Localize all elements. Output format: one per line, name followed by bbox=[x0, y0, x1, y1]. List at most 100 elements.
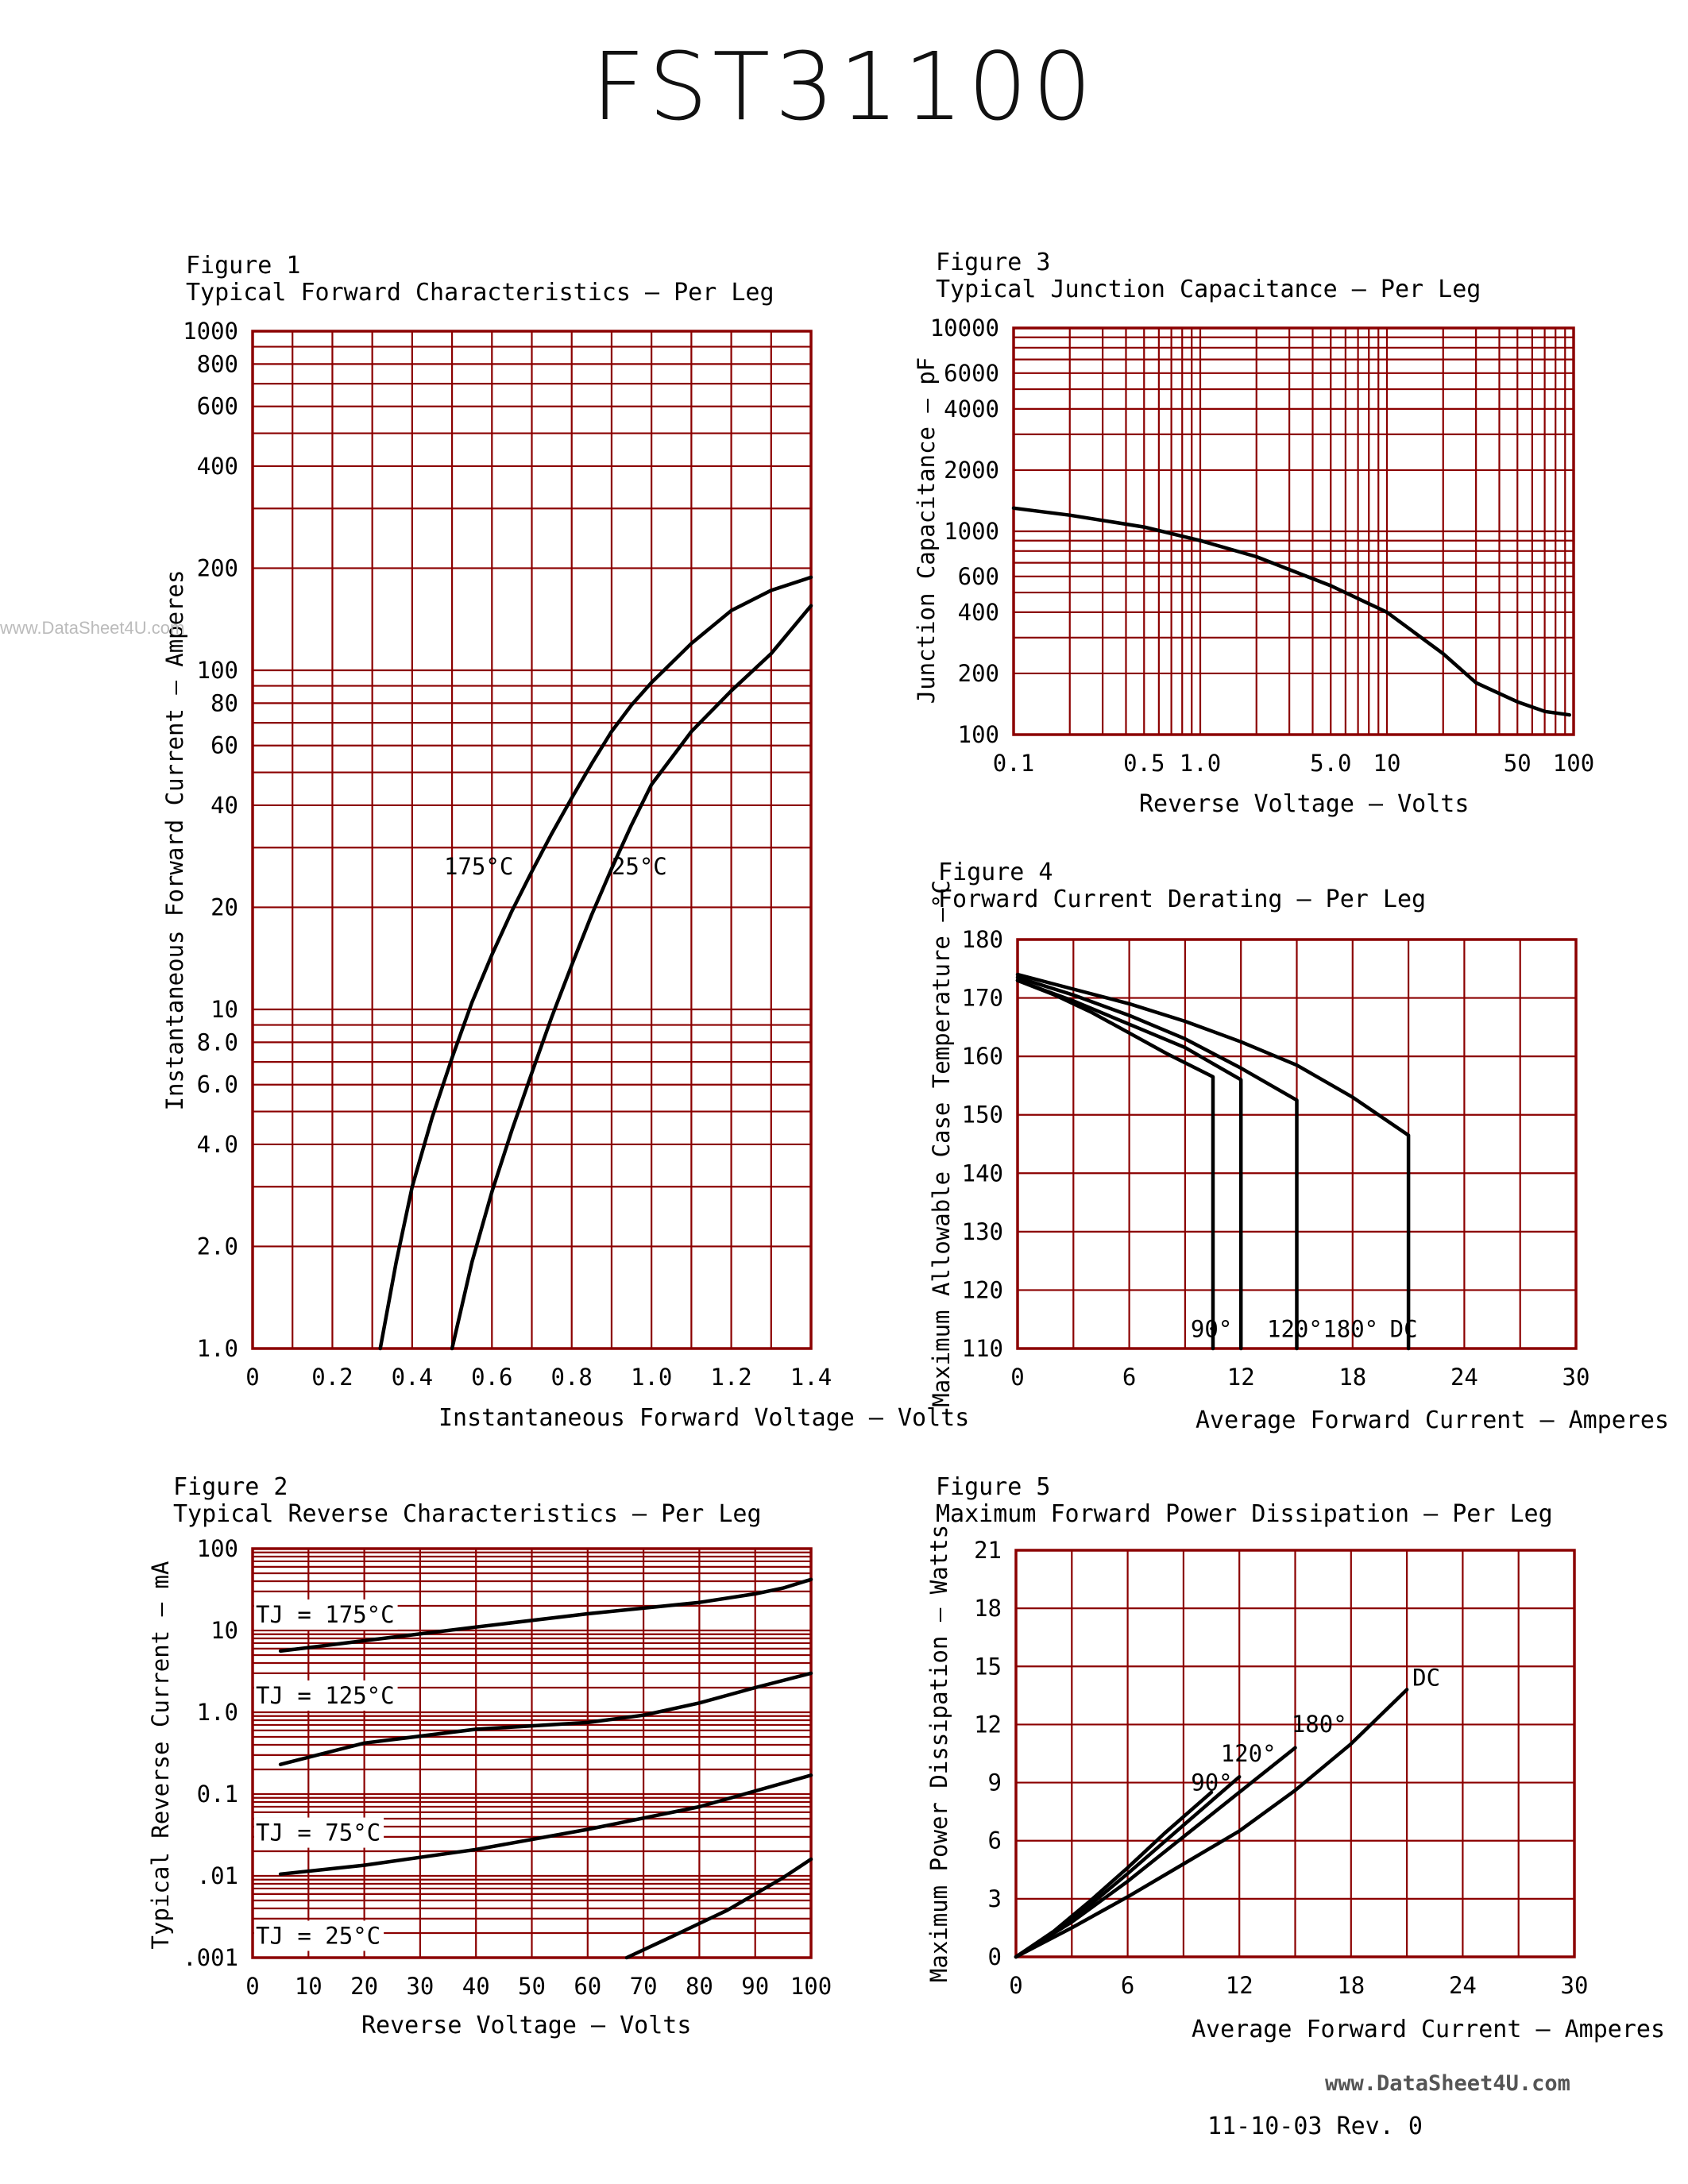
fig1-ytick-label: 6.0 bbox=[197, 1071, 238, 1098]
fig1-ytick-label: 40 bbox=[211, 792, 238, 819]
fig2-ytick-label: 1.0 bbox=[197, 1699, 238, 1726]
fig2-series-line bbox=[624, 1857, 813, 1960]
fig3-xtick-label: 0.5 bbox=[1123, 750, 1165, 777]
fig2-series-line bbox=[278, 1671, 813, 1766]
fig4-ytick-label: 160 bbox=[962, 1043, 1003, 1070]
fig5-xtick-label: 0 bbox=[1009, 1972, 1022, 1999]
fig1-series-line bbox=[450, 604, 813, 1351]
fig2-ylabel: Typical Reverse Current — mA bbox=[147, 1561, 174, 1950]
fig2-annotation: TJ = 25°C bbox=[256, 1922, 380, 1949]
fig5-ytick-label: 18 bbox=[974, 1595, 1002, 1622]
fig1-ytick-label: 1.0 bbox=[197, 1335, 238, 1362]
fig1-xtick-label: 0.8 bbox=[551, 1364, 593, 1391]
fig2-series-line bbox=[278, 1577, 813, 1653]
fig2-annotation-bg bbox=[254, 1599, 398, 1630]
fig5-ytick-label: 9 bbox=[988, 1769, 1002, 1796]
fig4-ytick-label: 120 bbox=[962, 1276, 1003, 1303]
fig2-xtick-label: 70 bbox=[630, 1973, 658, 2000]
fig5-plot-frame bbox=[1014, 1549, 1576, 1958]
fig2-ytick-label: .01 bbox=[197, 1862, 238, 1889]
fig2-xtick-label: 40 bbox=[462, 1973, 490, 2000]
fig1-annotation: 25°C bbox=[612, 853, 667, 880]
fig3-ytick-label: 100 bbox=[958, 721, 999, 748]
fig2-xtick-label: 60 bbox=[574, 1973, 601, 2000]
fig1-xlabel: Instantaneous Forward Voltage — Volts bbox=[438, 1404, 969, 1432]
fig5-series-line bbox=[1014, 1790, 1214, 1959]
fig2-plot-frame bbox=[251, 1547, 813, 1959]
fig5-title: Maximum Forward Power Dissipation — Per … bbox=[936, 1500, 1553, 1528]
fig1-ytick-label: 20 bbox=[211, 893, 238, 920]
fig3-ylabel: Junction Capacitance — pF bbox=[913, 357, 940, 704]
fig3-xlabel: Reverse Voltage — Volts bbox=[1139, 790, 1469, 818]
fig3-ytick-label: 400 bbox=[958, 599, 999, 626]
fig3-ytick-label: 200 bbox=[958, 660, 999, 687]
fig1-xtick-label: 1.4 bbox=[790, 1364, 832, 1391]
fig4-series-line bbox=[1015, 978, 1215, 1351]
fig5-ytick-label: 12 bbox=[974, 1711, 1002, 1738]
fig2-title: Typical Reverse Characteristics — Per Le… bbox=[173, 1500, 762, 1528]
fig4-annotation: 180° bbox=[1323, 1315, 1378, 1342]
fig1-ylabel: Instantaneous Forward Current — Amperes bbox=[161, 570, 188, 1111]
fig1-ytick-label: 4.0 bbox=[197, 1131, 238, 1158]
fig4-xtick-label: 6 bbox=[1122, 1364, 1136, 1391]
fig4-ytick-label: 170 bbox=[962, 985, 1003, 1012]
fig5-annotation: 180° bbox=[1292, 1711, 1347, 1738]
fig5-xtick-label: 18 bbox=[1337, 1972, 1365, 1999]
fig4-xtick-label: 30 bbox=[1562, 1364, 1590, 1391]
fig1-ytick-label: 2.0 bbox=[197, 1233, 238, 1260]
fig5-series-line bbox=[1014, 1746, 1297, 1959]
fig2-annotation-bg bbox=[254, 1680, 398, 1711]
fig4-figure-label: Figure 4 bbox=[938, 859, 1053, 886]
fig3-xtick-label: 1.0 bbox=[1180, 750, 1221, 777]
fig3-ytick-label: 4000 bbox=[944, 396, 999, 423]
fig4-ytick-label: 150 bbox=[962, 1102, 1003, 1129]
fig4-xtick-label: 18 bbox=[1338, 1364, 1366, 1391]
fig3-ytick-label: 1000 bbox=[944, 518, 999, 545]
fig5-ytick-label: 21 bbox=[974, 1537, 1002, 1564]
fig2-xtick-label: 10 bbox=[295, 1973, 323, 2000]
fig4-xtick-label: 0 bbox=[1010, 1364, 1024, 1391]
fig2-ytick-label: 100 bbox=[197, 1535, 238, 1562]
fig4-ytick-label: 110 bbox=[962, 1335, 1003, 1362]
fig2-annotation-bg bbox=[254, 1920, 384, 1951]
fig3-figure-label: Figure 3 bbox=[936, 249, 1051, 276]
fig2-xtick-label: 30 bbox=[406, 1973, 434, 2000]
fig1-xtick-label: 1.0 bbox=[631, 1364, 672, 1391]
fig2-series-line bbox=[278, 1773, 813, 1877]
fig4-xlabel: Average Forward Current — Amperes bbox=[1196, 1406, 1669, 1434]
fig3-xtick-label: 100 bbox=[1553, 750, 1594, 777]
fig5-xlabel: Average Forward Current — Amperes bbox=[1192, 2016, 1665, 2043]
fig3-xtick-label: 0.1 bbox=[993, 750, 1034, 777]
fig4-annotation: 90° bbox=[1191, 1315, 1232, 1342]
fig5-annotation: DC bbox=[1412, 1665, 1440, 1692]
fig4-ytick-label: 130 bbox=[962, 1218, 1003, 1245]
fig2-gridlines bbox=[253, 1549, 811, 1958]
watermark-right: www.DataSheet4U.com bbox=[1325, 2071, 1570, 2096]
page-title: FST31100 bbox=[591, 32, 1097, 141]
watermark-left: www.DataSheet4U.com bbox=[0, 618, 185, 638]
fig1-ytick-label: 8.0 bbox=[197, 1028, 238, 1055]
fig3-series-line bbox=[1011, 506, 1572, 717]
fig2-xtick-label: 80 bbox=[686, 1973, 713, 2000]
fig1-figure-label: Figure 1 bbox=[186, 252, 301, 280]
fig1-plot-frame bbox=[251, 330, 813, 1350]
fig2-xlabel: Reverse Voltage — Volts bbox=[361, 2012, 691, 2039]
fig5-figure-label: Figure 5 bbox=[936, 1473, 1051, 1501]
fig4-series-line bbox=[1015, 978, 1243, 1351]
fig1-xtick-label: 0 bbox=[245, 1364, 259, 1391]
fig3-xtick-label: 10 bbox=[1373, 750, 1401, 777]
fig4-series-line bbox=[1015, 972, 1411, 1351]
fig2-xtick-label: 50 bbox=[518, 1973, 546, 2000]
fig3-xtick-label: 5.0 bbox=[1310, 750, 1351, 777]
fig4-series-line bbox=[1015, 975, 1299, 1351]
fig3-ytick-label: 10000 bbox=[930, 314, 999, 341]
fig2-xtick-label: 90 bbox=[741, 1973, 769, 2000]
fig1-title: Typical Forward Characteristics — Per Le… bbox=[186, 279, 774, 307]
fig1-ytick-label: 400 bbox=[197, 453, 238, 480]
fig2-ytick-label: 0.1 bbox=[197, 1781, 238, 1808]
